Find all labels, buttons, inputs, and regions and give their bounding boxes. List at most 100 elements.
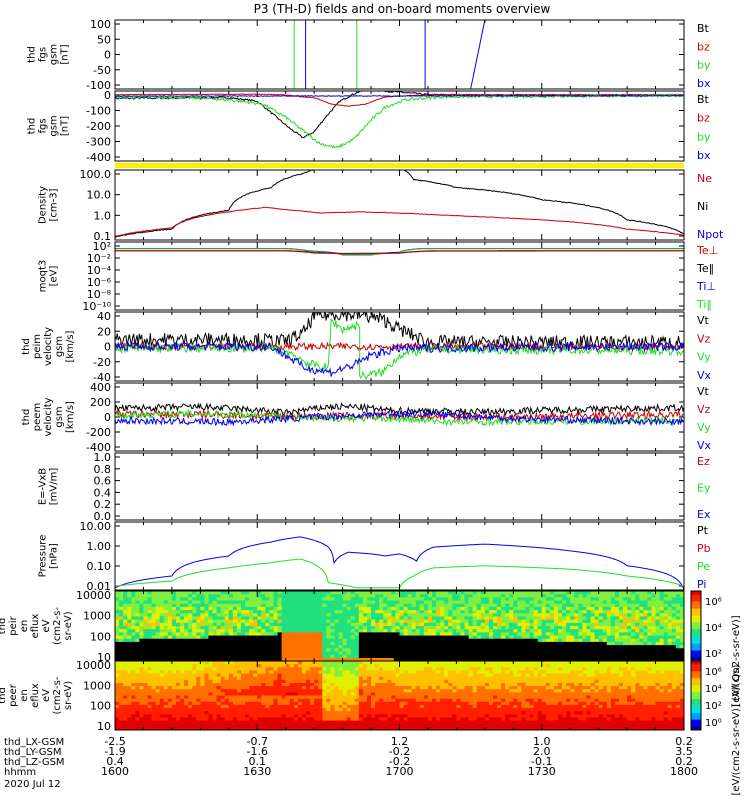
heatmap-cell xyxy=(171,689,177,693)
heatmap-cell xyxy=(119,626,124,630)
heatmap-cell xyxy=(127,689,132,693)
heatmap-cell xyxy=(196,641,201,646)
heatmap-cell xyxy=(192,682,197,687)
heatmap-cell xyxy=(533,600,539,605)
heatmap-cell xyxy=(468,613,474,618)
heatmap-cell xyxy=(155,613,161,618)
colorbar-step xyxy=(691,601,701,604)
heatmap-cell xyxy=(432,645,437,649)
heatmap-cell xyxy=(216,667,222,672)
heatmap-cell xyxy=(643,635,649,640)
y-tick-label: 10 xyxy=(97,651,111,664)
heatmap-cell xyxy=(220,645,226,649)
heatmap-cell xyxy=(472,603,478,608)
heatmap-cell xyxy=(330,651,336,656)
heatmap-cell xyxy=(423,606,429,611)
heatmap-cell xyxy=(281,670,287,675)
heatmap-cell xyxy=(375,638,380,643)
heatmap-cell xyxy=(115,720,120,725)
heatmap-cell xyxy=(330,591,336,595)
heatmap-cell xyxy=(119,629,124,633)
y-tick-label: 100 xyxy=(90,18,111,31)
heatmap-cell xyxy=(468,606,474,611)
heatmap-cell xyxy=(249,667,254,672)
heatmap-cell xyxy=(253,667,258,672)
heatmap-cell xyxy=(395,600,401,605)
heatmap-cell xyxy=(297,616,303,621)
heatmap-cell xyxy=(403,606,409,611)
heatmap-cell xyxy=(545,635,551,640)
heatmap-cell xyxy=(188,686,193,690)
heatmap-cell xyxy=(139,661,145,665)
heatmap-cell xyxy=(488,645,494,649)
heatmap-cell xyxy=(216,619,222,624)
heatmap-cell xyxy=(212,726,218,730)
heatmap-cell xyxy=(277,679,283,684)
heatmap-cell xyxy=(293,692,299,697)
heatmap-cell xyxy=(659,622,665,627)
heatmap-cell xyxy=(115,632,120,637)
heatmap-cell xyxy=(265,619,271,624)
heatmap-cell xyxy=(131,670,136,675)
heatmap-cell xyxy=(631,651,636,656)
heatmap-cell xyxy=(484,648,490,653)
heatmap-cell xyxy=(358,616,364,621)
heatmap-cell xyxy=(492,597,498,602)
heatmap-cell xyxy=(115,594,120,598)
heatmap-cell xyxy=(135,626,140,630)
heatmap-cell xyxy=(147,673,153,678)
heatmap-cell xyxy=(196,673,201,678)
heatmap-cell xyxy=(318,708,323,712)
heatmap-cell xyxy=(151,692,157,697)
heatmap-cell xyxy=(115,654,120,659)
heatmap-cell xyxy=(314,676,319,681)
heatmap-cell xyxy=(289,629,295,633)
heatmap-cell xyxy=(297,606,303,611)
heatmap-cell xyxy=(208,641,214,646)
heatmap-cell xyxy=(562,638,567,643)
heatmap-cell xyxy=(216,714,222,719)
heatmap-cell xyxy=(391,622,397,627)
heatmap-cell xyxy=(261,641,266,646)
heatmap-cell xyxy=(659,635,665,640)
heatmap-cell xyxy=(301,629,307,633)
heatmap-cell xyxy=(180,695,185,700)
heatmap-cell xyxy=(208,676,214,681)
heatmap-cell xyxy=(383,603,388,608)
heatmap-cell xyxy=(614,613,620,618)
heatmap-cell xyxy=(257,594,262,598)
heatmap-cell xyxy=(257,667,262,672)
series-line-Ti⊥ xyxy=(115,248,684,256)
heatmap-cell xyxy=(553,635,559,640)
heatmap-cell xyxy=(460,591,466,595)
heatmap-cell xyxy=(525,657,531,661)
heatmap-cell xyxy=(419,606,425,611)
heatmap-cell xyxy=(513,635,518,640)
heatmap-cell xyxy=(240,597,246,602)
heatmap-cell xyxy=(139,708,145,712)
heatmap-cell xyxy=(212,613,218,618)
heatmap-cell xyxy=(301,723,307,728)
heatmap-cell xyxy=(245,616,250,621)
heatmap-cell xyxy=(480,613,486,618)
heatmap-cell xyxy=(212,641,218,646)
heatmap-cell xyxy=(395,657,401,661)
heatmap-cell xyxy=(123,704,128,709)
heatmap-cell xyxy=(277,692,283,697)
heatmap-cell xyxy=(240,679,246,684)
heatmap-cell xyxy=(212,676,218,681)
y-axis-label-line: gsm xyxy=(49,115,60,136)
heatmap-cell xyxy=(582,645,588,649)
heatmap-cell xyxy=(301,698,307,703)
heatmap-cell xyxy=(212,619,218,624)
heatmap-cell xyxy=(167,600,173,605)
heatmap-cell xyxy=(423,622,429,627)
heatmap-cell xyxy=(151,654,157,659)
heatmap-cell xyxy=(171,661,177,665)
heatmap-cell xyxy=(383,641,388,646)
heatmap-cell xyxy=(578,600,583,605)
heatmap-cell xyxy=(277,603,283,608)
colorbar-step xyxy=(691,598,701,601)
heatmap-cell xyxy=(171,622,177,627)
